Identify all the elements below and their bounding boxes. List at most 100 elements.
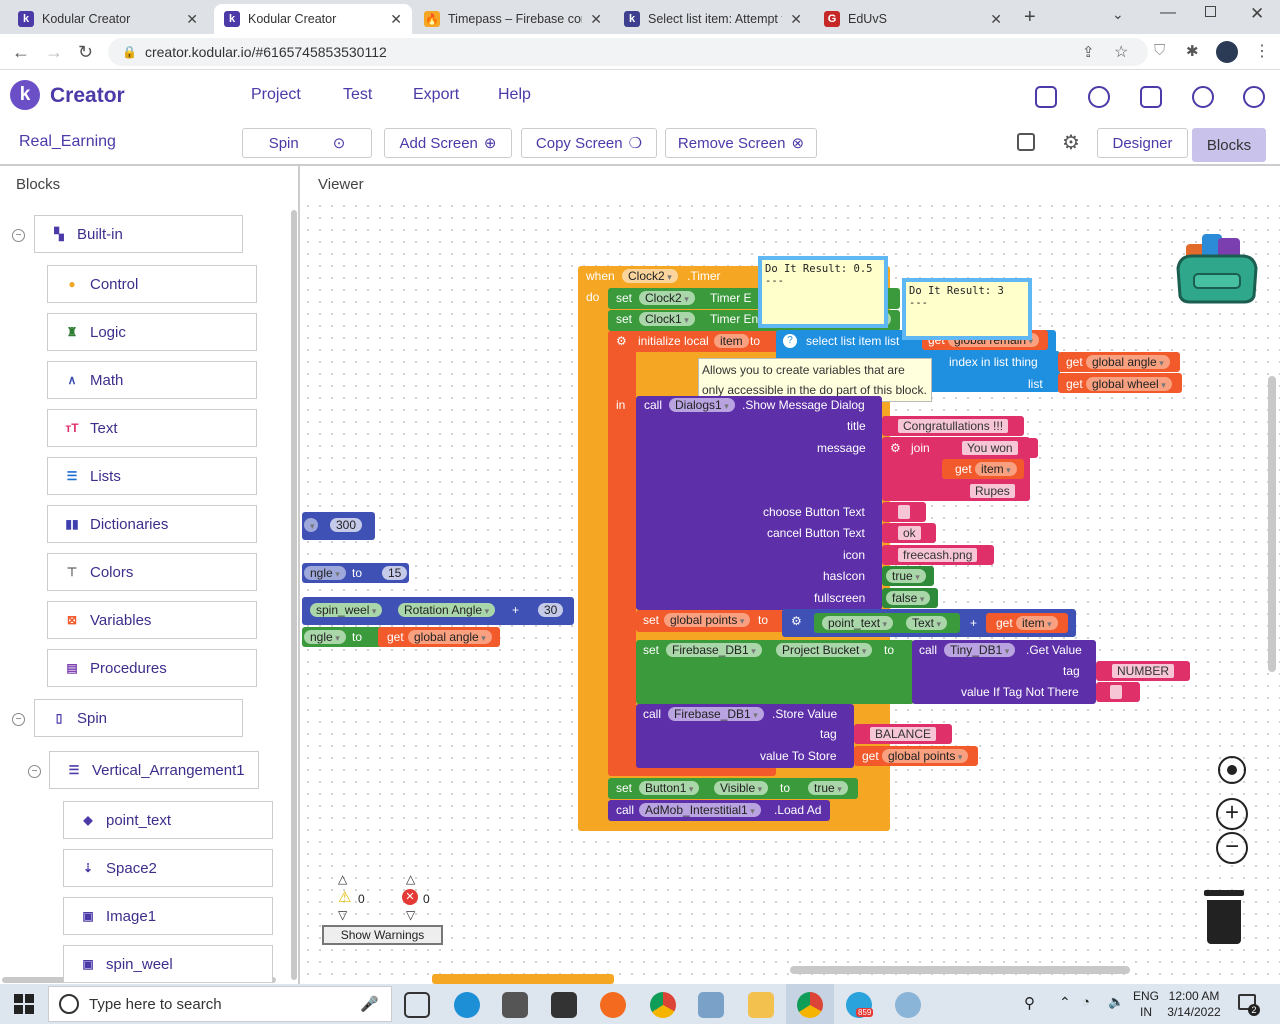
notification-icon[interactable] [1238, 994, 1256, 1010]
menu-export[interactable]: Export [413, 86, 460, 103]
tree-component-image1[interactable]: ▣ Image1 [63, 897, 273, 935]
tree-builtin-dictionaries[interactable]: ▮▮ Dictionaries [47, 505, 257, 543]
tree-component-point_text[interactable]: ◆ point_text [63, 801, 273, 839]
back-icon[interactable]: ← [12, 42, 30, 62]
browser-tab-4[interactable]: k Select list item: Attempt t ✕ [614, 4, 812, 34]
tree-builtin-colors[interactable]: ⊤ Colors [47, 553, 257, 591]
maximize-button[interactable] [1205, 6, 1216, 17]
chrome-profile-icon[interactable] [797, 992, 823, 1018]
docs-icon[interactable] [1140, 86, 1162, 108]
file-explorer-icon[interactable] [748, 992, 774, 1018]
extensions-puzzle-icon[interactable]: ✱ [1186, 43, 1199, 60]
msg1-value[interactable]: You won [962, 441, 1018, 455]
backpack-icon[interactable] [1176, 222, 1258, 304]
image-icon[interactable] [1017, 133, 1035, 151]
get-item2-var[interactable]: item [1016, 616, 1058, 630]
collapse-arrangement-icon[interactable]: − [28, 765, 41, 778]
add-screen-button[interactable]: Add Screen ⊕ [384, 128, 512, 158]
show-warnings-button[interactable]: Show Warnings [322, 925, 443, 945]
choose-text-value[interactable] [898, 505, 910, 519]
shield-extension-icon[interactable]: ⛉ [1154, 42, 1166, 59]
cancel-text-value[interactable]: ok [898, 526, 921, 540]
admob-comp[interactable]: AdMob_Interstitial1 [639, 803, 761, 817]
fullscreen-value[interactable]: false [886, 591, 931, 605]
browser-tab-1[interactable]: k Kodular Creator ✕ [8, 4, 208, 34]
do-it-result-bubble-1[interactable]: Do It Result: 0.5 --- [758, 256, 888, 328]
set-button-prop[interactable]: Visible [714, 781, 769, 795]
browser-tab-2[interactable]: k Kodular Creator ✕ [214, 4, 412, 34]
volume-icon[interactable]: 🔈 [1108, 994, 1125, 1009]
edge-icon[interactable] [454, 992, 480, 1018]
dialog-comp[interactable]: Dialogs1 [669, 398, 735, 412]
profile-avatar[interactable] [1216, 41, 1238, 63]
tab-search-icon[interactable]: ⌄ [1112, 6, 1124, 22]
new-tab-button[interactable]: + [1024, 6, 1036, 28]
settings-gear-icon[interactable]: ⚙ [1062, 132, 1080, 154]
set-button-comp[interactable]: Button1 [639, 781, 700, 795]
side-spin-comp[interactable]: spin_weel [310, 603, 383, 617]
balance-value[interactable]: BALANCE [870, 727, 937, 741]
set-clock2-comp[interactable]: Clock2 [639, 291, 695, 305]
get-angle-var[interactable]: global angle [1086, 355, 1170, 369]
blocks-button[interactable]: Blocks [1192, 128, 1266, 162]
menu-test[interactable]: Test [343, 86, 373, 103]
close-tab-icon[interactable]: ✕ [790, 10, 802, 27]
side-angle2-var[interactable]: ngle [304, 630, 346, 644]
monitor-app-icon[interactable] [698, 992, 724, 1018]
get-item-var[interactable]: item [975, 462, 1017, 476]
point-prop[interactable]: Text [906, 616, 948, 630]
windows-start-icon[interactable] [14, 994, 34, 1014]
browser-tab-5[interactable]: G EdUvS ✕ [814, 4, 1012, 34]
tree-vertical-arrangement[interactable]: ☰ Vertical_Arrangement1 [49, 751, 259, 789]
collapse-builtin-icon[interactable]: − [12, 229, 25, 242]
gallery-icon[interactable] [1088, 86, 1110, 108]
task-view-icon[interactable] [404, 992, 430, 1018]
blocks-workspace[interactable]: when Clock2 .Timer do set Clock2 Timer E… [302, 200, 1280, 984]
init-var-name[interactable]: item [714, 334, 749, 348]
tree-builtin[interactable]: ▚ Built-in [34, 215, 243, 253]
minimize-button[interactable]: — [1160, 4, 1176, 21]
do-it-result-bubble-2[interactable]: Do It Result: 3 --- [902, 278, 1032, 340]
close-tab-icon[interactable]: ✕ [990, 10, 1002, 27]
set-button-val[interactable]: true [808, 781, 848, 795]
add-gear-icon[interactable]: ⚙ [791, 614, 802, 628]
tree-builtin-procedures[interactable]: ▤ Procedures [47, 649, 257, 687]
firefox-icon[interactable] [600, 992, 626, 1018]
projects-folder-icon[interactable] [1035, 86, 1057, 108]
close-tab-icon[interactable]: ✕ [590, 10, 602, 27]
side-angle-var[interactable]: ngle [304, 566, 346, 580]
hasicon-value[interactable]: true [886, 569, 926, 583]
set-clock1-comp[interactable]: Clock1 [639, 312, 695, 326]
paint-icon[interactable] [895, 992, 921, 1018]
join-gear-icon[interactable]: ⚙ [890, 441, 901, 455]
trash-icon[interactable] [1204, 890, 1244, 946]
zoom-out-icon[interactable]: − [1216, 832, 1248, 864]
store-icon[interactable] [502, 992, 528, 1018]
tree-screen-spin[interactable]: ▯ Spin [34, 699, 243, 737]
forward-icon[interactable]: → [45, 42, 63, 62]
microphone-icon[interactable]: 🎤 [360, 996, 379, 1013]
valueif-value[interactable] [1110, 685, 1122, 699]
recenter-icon[interactable] [1218, 756, 1246, 784]
tiny-comp[interactable]: Tiny_DB1 [944, 643, 1016, 657]
clock[interactable]: 12:00 AM 3/14/2022 [1166, 988, 1222, 1020]
side-15-value[interactable]: 15 [382, 566, 408, 580]
side-30-value[interactable]: 30 [538, 603, 564, 617]
set-fb-prop[interactable]: Project Bucket [776, 643, 873, 657]
get-points-var[interactable]: global points [882, 749, 969, 763]
gear-icon[interactable]: ⚙ [616, 334, 627, 348]
reload-icon[interactable]: ↻ [78, 42, 94, 62]
icon-text-value[interactable]: freecash.png [898, 548, 978, 562]
screen-select[interactable]: Spin ⊙ [242, 128, 372, 158]
msg3-value[interactable]: Rupes [970, 484, 1015, 498]
side-get-var[interactable]: global angle [408, 630, 492, 644]
kodular-logo-icon[interactable]: k [10, 80, 40, 110]
tree-builtin-variables[interactable]: ⊠ Variables [47, 601, 257, 639]
tree-builtin-lists[interactable]: ☰ Lists [47, 457, 257, 495]
menu-project[interactable]: Project [251, 86, 301, 103]
get-wheel-var[interactable]: global wheel [1086, 377, 1172, 391]
tree-component-space2[interactable]: ⇣ Space2 [63, 849, 273, 887]
warning-down-arrow[interactable]: ▽ [338, 908, 348, 922]
close-tab-icon[interactable]: ✕ [186, 10, 198, 27]
workspace-hscroll[interactable] [790, 966, 1130, 974]
